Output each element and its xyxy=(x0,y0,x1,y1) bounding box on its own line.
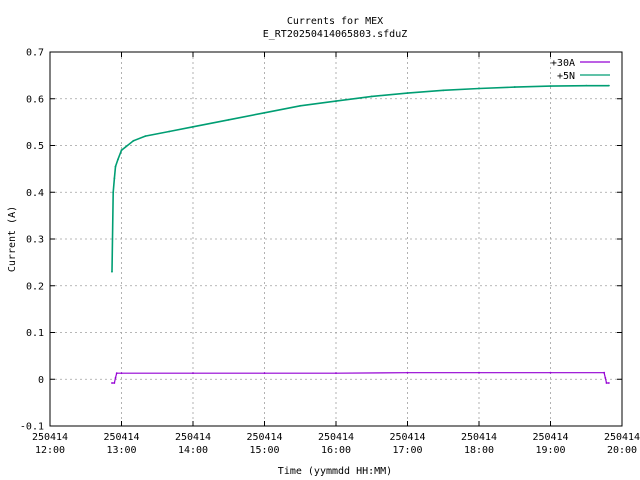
series-point-1 xyxy=(478,87,480,90)
y-tick-label: 0.3 xyxy=(26,235,44,246)
series-point-1 xyxy=(132,139,135,142)
tick-layer: 250414 12:00 250414 13:00 250414 14:00 250414 1… xyxy=(20,48,640,457)
x-tick-label-time: 18:00 xyxy=(464,445,494,456)
series-point-0 xyxy=(111,382,113,384)
y-tick-label: 0.6 xyxy=(26,94,44,105)
series-line-1 xyxy=(111,84,609,272)
series-point-1 xyxy=(585,84,588,87)
series-point-0 xyxy=(120,372,123,375)
series-point-1 xyxy=(607,84,610,87)
x-tick-label-date: 250414 xyxy=(103,432,139,443)
x-tick-label-time: 13:00 xyxy=(106,445,136,456)
series-point-1 xyxy=(335,100,337,102)
x-tick-label-date: 250414 xyxy=(389,432,425,443)
x-axis-label: Time (yymmdd HH:MM) xyxy=(278,466,392,477)
y-tick-label: 0.2 xyxy=(26,281,44,292)
x-tick-label-date: 250414 xyxy=(461,432,497,443)
x-tick-label-date: 250414 xyxy=(318,432,354,443)
y-tick-label: 0 xyxy=(38,375,44,386)
series-point-1 xyxy=(549,85,552,88)
x-tick-label-time: 12:00 xyxy=(35,445,65,456)
x-tick-label-date: 250414 xyxy=(32,432,68,443)
series-point-1 xyxy=(442,89,445,92)
legend-label-30a: +30A xyxy=(551,58,575,69)
x-tick-label-date: 250414 xyxy=(175,432,211,443)
x-tick-label-time: 16:00 xyxy=(321,445,351,456)
series-line-0 xyxy=(112,372,609,384)
y-tick-label: -0.1 xyxy=(20,422,44,433)
series-point-1 xyxy=(111,270,113,273)
x-tick-label-date: 250414 xyxy=(246,432,282,443)
series-point-1 xyxy=(370,95,373,98)
y-axis-label: Current (A) xyxy=(7,206,18,272)
series-point-0 xyxy=(549,371,552,374)
series-point-0 xyxy=(263,372,266,375)
series-point-1 xyxy=(168,130,171,133)
series-point-0 xyxy=(192,372,194,375)
series-point-0 xyxy=(607,382,610,384)
series-point-0 xyxy=(603,371,606,374)
series-point-0 xyxy=(335,372,337,375)
series-point-1 xyxy=(120,149,123,152)
x-tick-label-date: 250414 xyxy=(604,432,640,443)
x-tick-label-time: 17:00 xyxy=(392,445,422,456)
series-point-0 xyxy=(114,376,117,379)
x-tick-label-date: 250414 xyxy=(532,432,568,443)
series-point-0 xyxy=(478,371,480,374)
series-point-1 xyxy=(112,191,115,194)
y-tick-label: 0.5 xyxy=(26,141,44,152)
series-layer xyxy=(111,84,610,384)
series-point-0 xyxy=(605,382,608,384)
y-tick-label: 0.4 xyxy=(26,188,44,199)
x-tick-label-time: 19:00 xyxy=(535,445,565,456)
chart-subtitle: E_RT20250414065803.sfduZ xyxy=(263,29,408,40)
y-tick-label: 0.1 xyxy=(26,328,44,339)
legend-label-5n: +5N xyxy=(557,71,575,82)
chart-title: Currents for MEX xyxy=(287,16,383,27)
series-point-1 xyxy=(513,86,516,88)
series-point-0 xyxy=(115,372,118,375)
series-point-0 xyxy=(406,371,409,374)
series-point-0 xyxy=(604,376,607,379)
series-point-1 xyxy=(263,111,266,114)
series-point-1 xyxy=(117,158,119,161)
series-point-1 xyxy=(144,135,147,138)
x-tick-label-time: 14:00 xyxy=(178,445,208,456)
x-tick-label-time: 15:00 xyxy=(249,445,279,456)
grid-layer xyxy=(50,52,622,426)
series-point-1 xyxy=(227,118,230,121)
legend: +30A +5N xyxy=(551,58,610,82)
series-point-1 xyxy=(192,125,194,128)
series-point-1 xyxy=(299,104,302,107)
x-tick-label-time: 20:00 xyxy=(607,445,637,456)
y-tick-label: 0.7 xyxy=(26,48,44,59)
series-point-0 xyxy=(113,382,116,384)
series-point-1 xyxy=(406,92,409,95)
series-point-1 xyxy=(114,165,117,168)
series-point-1 xyxy=(113,177,116,180)
